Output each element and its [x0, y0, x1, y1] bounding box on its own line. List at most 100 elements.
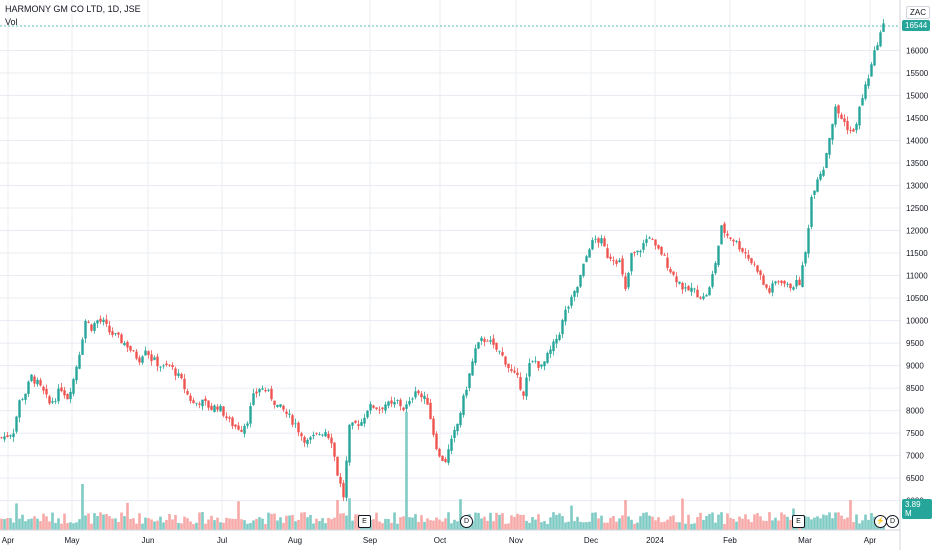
candle-body	[342, 482, 345, 498]
volume-bar	[771, 520, 774, 530]
candle-body	[9, 435, 12, 437]
volume-bar	[645, 512, 648, 530]
volume-bar	[657, 517, 660, 530]
candle-body	[648, 237, 651, 239]
candle-body	[3, 436, 6, 440]
candle-body	[75, 366, 78, 381]
volume-bar	[309, 514, 312, 530]
candle-body	[777, 281, 780, 283]
candle-body	[357, 424, 360, 426]
candle-body	[564, 309, 567, 322]
volume-bar	[735, 521, 738, 530]
candle-body	[456, 423, 459, 432]
candle-body	[636, 250, 639, 253]
candle-body	[390, 400, 393, 404]
volume-bar	[777, 520, 780, 530]
candle-body	[651, 239, 654, 240]
volume-bar	[783, 514, 786, 530]
currency-label[interactable]: ZAC	[906, 6, 930, 19]
volume-bar	[342, 513, 345, 530]
candle-body	[57, 388, 60, 402]
candle-body	[699, 297, 702, 299]
candle-body	[795, 280, 798, 287]
candle-body	[621, 258, 624, 275]
volume-bar	[123, 516, 126, 530]
candle-body	[735, 241, 738, 242]
candle-body	[537, 361, 540, 368]
volume-bar	[174, 514, 177, 530]
candle-body	[222, 406, 225, 416]
price-tick-label: 11500	[906, 249, 928, 258]
volume-bar	[519, 514, 522, 530]
candle-body	[219, 405, 222, 412]
candle-body	[51, 401, 54, 403]
volume-bar	[306, 517, 309, 530]
candle-body	[723, 223, 726, 234]
candle-body	[819, 173, 822, 180]
time-tick-label: Sep	[363, 536, 378, 545]
volume-bar	[852, 522, 855, 530]
candle-body	[582, 263, 585, 276]
dividend-icon[interactable]: D	[460, 515, 473, 528]
volume-bar	[483, 516, 486, 530]
earnings-icon[interactable]: E	[792, 515, 805, 528]
candle-body	[189, 395, 192, 401]
candle-body	[585, 256, 588, 262]
symbol-title[interactable]: HARMONY GM CO LTD, 1D, JSE	[5, 4, 141, 14]
volume-bar	[843, 519, 846, 530]
candle-body	[54, 401, 57, 402]
volume-bar	[105, 514, 108, 530]
candle-body	[810, 196, 813, 227]
candle-body	[90, 324, 93, 331]
candle-body	[327, 433, 330, 439]
candle-body	[300, 433, 303, 437]
volume-bar	[81, 484, 84, 530]
volume-bar	[510, 515, 513, 530]
candle-body	[126, 341, 129, 348]
dividend-icon[interactable]: D	[886, 515, 899, 528]
volume-bar	[120, 512, 123, 530]
candle-body	[801, 265, 804, 287]
candle-body	[282, 405, 285, 410]
volume-bar	[414, 514, 417, 530]
candle-body	[0, 437, 3, 439]
candle-body	[783, 280, 786, 284]
volume-bar	[48, 521, 51, 530]
price-tick-label: 10500	[906, 294, 929, 303]
earnings-icon[interactable]: E	[358, 515, 371, 528]
candle-body	[333, 442, 336, 457]
time-tick-label: Feb	[723, 536, 737, 545]
price-tick-label: 8000	[906, 407, 924, 416]
volume-bar	[303, 512, 306, 530]
volume-bar	[561, 516, 564, 530]
candle-body	[204, 398, 207, 402]
time-tick-label: Aug	[288, 536, 302, 545]
candle-body	[441, 455, 444, 461]
volume-bar	[78, 519, 81, 530]
volume-bar	[672, 515, 675, 530]
volume-bar	[690, 523, 693, 530]
volume-bar	[591, 512, 594, 530]
candle-body	[339, 476, 342, 484]
volume-bar	[6, 518, 9, 530]
candle-body	[663, 254, 666, 256]
candle-body	[111, 331, 114, 335]
volume-bar	[870, 513, 873, 530]
volume-bar	[372, 519, 375, 530]
volume-bar	[612, 516, 615, 530]
candle-body	[144, 350, 147, 356]
volume-bar	[51, 512, 54, 530]
volume-bar	[693, 523, 696, 530]
volume-bar	[756, 513, 759, 530]
candle-body	[42, 386, 45, 391]
volume-bar	[153, 521, 156, 530]
candle-body	[825, 153, 828, 168]
volume-bar	[534, 519, 537, 530]
candle-body	[15, 416, 18, 432]
volume-bar	[504, 523, 507, 530]
candle-body	[627, 272, 630, 288]
volume-bar	[279, 517, 282, 530]
candle-body	[363, 417, 366, 424]
candle-body	[87, 321, 90, 323]
